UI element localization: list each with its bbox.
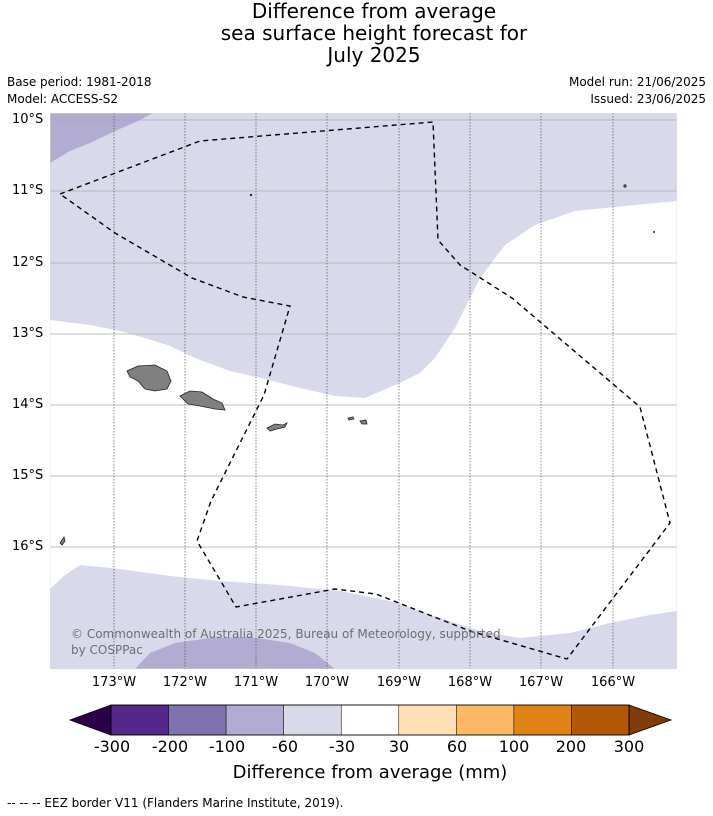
issued-date: Issued: 23/06/2025: [590, 92, 706, 106]
title-line-3: July 2025: [327, 43, 421, 67]
lat-label-12s: 12°S: [12, 255, 44, 270]
lat-label-11s: 11°S: [12, 183, 44, 198]
lat-label-14s: 14°S: [12, 397, 44, 412]
island-swains: [249, 193, 253, 197]
meta-right: Model run: 21/06/2025 Issued: 23/06/2025: [569, 74, 706, 108]
copyright-notice: © Commonwealth of Australia 2025, Bureau…: [71, 627, 501, 657]
colorbar-segment: [571, 704, 630, 736]
land-islands: [59, 184, 656, 546]
colorbar-title: Difference from average (mm): [232, 762, 508, 783]
colorbar-segment: [456, 704, 515, 736]
lon-label-169w: 169°W: [376, 675, 422, 690]
colorbar-segment: [283, 704, 342, 736]
lat-label-15s: 15°S: [12, 468, 44, 483]
map-title: Difference from average sea surface heig…: [0, 0, 713, 66]
model-name: Model: ACCESS-S2: [7, 92, 119, 106]
colorbar-segment: [340, 704, 400, 736]
lat-label-13s: 13°S: [12, 326, 44, 341]
island-ofu: [347, 416, 355, 421]
colorbar-frame: [110, 704, 630, 736]
cb-tick-minus-30: -30: [328, 737, 356, 756]
colorbar-segment: [513, 704, 572, 736]
map-panel: [50, 113, 677, 669]
island-upolu: [179, 390, 226, 411]
meta-left: Base period: 1981-2018 Model: ACCESS-S2: [7, 74, 152, 108]
island-rose: [623, 184, 627, 188]
island-tutuila: [266, 422, 288, 432]
lon-label-170w: 170°W: [304, 675, 350, 690]
model-run: Model run: 21/06/2025: [568, 75, 706, 89]
lat-label-16s: 16°S: [12, 539, 44, 554]
latitude-gridlines: [50, 119, 677, 548]
cb-tick-minus-60: -60: [271, 737, 299, 756]
island-tau: [359, 419, 368, 425]
cb-tick-minus-300: -300: [93, 737, 131, 756]
island-small-east: [653, 231, 656, 234]
cb-tick-200: 200: [555, 737, 587, 756]
cb-tick-300: 300: [613, 737, 645, 756]
colorbar-segment: [225, 704, 284, 736]
cb-tick-60: 60: [446, 737, 468, 756]
lat-label-10s: 10°S: [12, 112, 44, 127]
anomaly-region-light-north: [50, 113, 677, 398]
cb-tick-30: 30: [388, 737, 410, 756]
colorbar-segment: [110, 704, 169, 736]
cb-tick-100: 100: [498, 737, 530, 756]
base-period: Base period: 1981-2018: [7, 75, 152, 89]
lon-label-166w: 166°W: [590, 675, 636, 690]
colorbar-segment: [398, 704, 457, 736]
lon-label-173w: 173°W: [91, 675, 137, 690]
colorbar-segment: [168, 704, 227, 736]
colorbar-extend-low: [68, 704, 112, 736]
lon-label-172w: 172°W: [162, 675, 208, 690]
title-line-2: sea surface height forecast for: [220, 21, 528, 45]
lon-label-167w: 167°W: [518, 675, 564, 690]
lon-label-168w: 168°W: [447, 675, 493, 690]
colorbar: [68, 704, 673, 736]
longitude-gridlines: [113, 113, 614, 669]
lon-label-171w: 171°W: [233, 675, 279, 690]
island-savaii: [126, 364, 172, 392]
island-wallis: [59, 536, 66, 546]
anomaly-region-dark-north: [50, 113, 153, 163]
cb-tick-minus-200: -200: [151, 737, 189, 756]
eez-footnote: -- -- -- EEZ border V11 (Flanders Marine…: [7, 796, 344, 810]
cb-tick-minus-100: -100: [208, 737, 246, 756]
colorbar-extend-high: [628, 704, 673, 736]
title-line-1: Difference from average: [251, 0, 497, 23]
